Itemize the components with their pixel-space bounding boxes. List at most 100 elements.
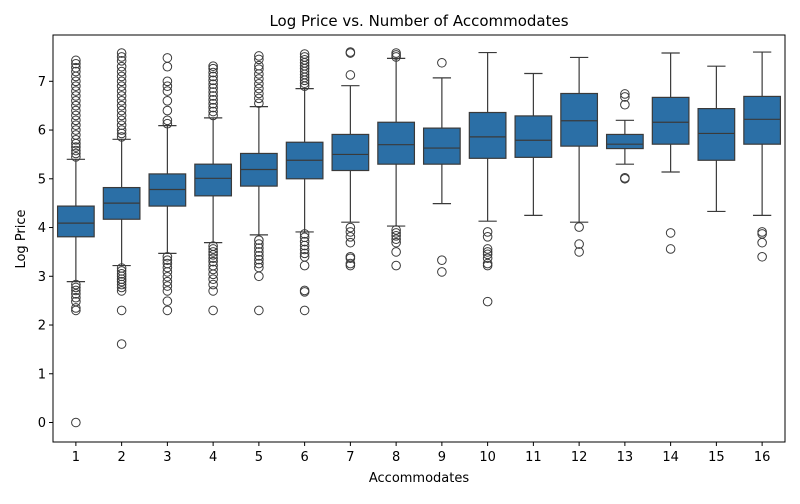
- outlier-point: [620, 99, 630, 110]
- outlier-point: [345, 237, 356, 248]
- plot-area: [56, 47, 782, 428]
- outlier-point: [299, 244, 310, 255]
- outlier-point: [254, 74, 264, 84]
- box-iqr: [697, 108, 736, 161]
- outlier-point: [254, 93, 264, 104]
- outlier-point: [71, 91, 81, 101]
- outlier-point: [437, 255, 447, 265]
- outlier-point: [71, 289, 81, 299]
- outlier-point: [208, 98, 218, 109]
- outlier-point: [345, 231, 356, 242]
- outlier-point: [71, 105, 81, 116]
- outlier-point: [71, 292, 81, 303]
- outlier-point: [208, 95, 218, 105]
- outlier-point: [71, 81, 81, 91]
- outlier-point: [71, 76, 81, 87]
- outlier-point: [391, 231, 401, 241]
- box-group-6: [285, 49, 324, 316]
- outlier-point: [71, 86, 81, 96]
- outlier-point: [391, 260, 401, 271]
- box-group-9: [422, 57, 461, 277]
- outlier-point: [71, 296, 81, 307]
- outlier-point: [254, 88, 264, 99]
- outlier-point: [208, 260, 218, 271]
- outlier-point: [757, 251, 767, 262]
- outlier-point: [116, 61, 127, 72]
- outlier-point: [116, 132, 127, 142]
- box-iqr: [514, 115, 553, 158]
- box-group-16: [743, 51, 782, 262]
- outlier-point: [208, 274, 218, 285]
- outlier-point: [391, 225, 401, 235]
- outlier-point: [162, 76, 173, 87]
- outlier-point: [254, 98, 264, 109]
- outlier-point: [162, 255, 173, 265]
- outlier-point: [254, 262, 264, 273]
- outlier-point: [299, 232, 310, 243]
- outlier-point: [208, 106, 218, 117]
- outlier-point: [71, 148, 81, 159]
- outlier-point: [116, 96, 127, 106]
- outlier-point: [254, 239, 264, 249]
- y-tick-label: 1: [38, 367, 46, 382]
- x-tick-label: 10: [479, 450, 496, 465]
- outlier-point: [254, 83, 264, 94]
- outlier-point: [574, 247, 584, 257]
- outlier-point: [757, 229, 767, 239]
- outlier-point: [71, 279, 81, 290]
- outlier-point: [299, 305, 310, 316]
- outlier-point: [71, 417, 81, 428]
- chart-title: Log Price vs. Number of Accommodates: [269, 12, 568, 30]
- outlier-point: [482, 247, 493, 257]
- x-tick-label: 13: [617, 450, 634, 465]
- outlier-point: [208, 71, 218, 82]
- outlier-point: [116, 105, 127, 116]
- outlier-point: [71, 115, 81, 126]
- outlier-point: [391, 234, 401, 245]
- outlier-point: [116, 305, 127, 316]
- outlier-point: [345, 251, 356, 262]
- box-iqr: [651, 96, 690, 145]
- outlier-point: [208, 110, 218, 121]
- outlier-point: [254, 51, 264, 61]
- outlier-point: [116, 48, 127, 58]
- outlier-point: [254, 78, 264, 89]
- outlier-point: [162, 262, 173, 273]
- outlier-point: [208, 67, 218, 78]
- outlier-point: [116, 263, 127, 273]
- outlier-point: [620, 92, 630, 102]
- outlier-point: [116, 100, 127, 111]
- outlier-point: [162, 258, 173, 269]
- box-iqr: [422, 127, 461, 165]
- box-iqr: [56, 205, 95, 238]
- outlier-point: [299, 236, 310, 247]
- box-group-11: [514, 72, 553, 216]
- outlier-point: [299, 251, 310, 262]
- outlier-point: [71, 142, 81, 152]
- outlier-point: [208, 253, 218, 264]
- outlier-point: [116, 115, 127, 126]
- outlier-point: [116, 269, 127, 279]
- outlier-point: [574, 222, 584, 232]
- y-tick-label: 3: [38, 270, 46, 285]
- outlier-point: [71, 120, 81, 130]
- outlier-point: [71, 62, 81, 73]
- outlier-point: [116, 66, 127, 77]
- outlier-point: [162, 61, 173, 72]
- outlier-point: [116, 81, 127, 91]
- outlier-point: [254, 60, 264, 71]
- outlier-point: [254, 247, 264, 257]
- box-iqr: [743, 95, 782, 145]
- outlier-point: [757, 237, 767, 248]
- y-tick-label: 2: [38, 319, 46, 334]
- outlier-point: [665, 228, 676, 238]
- outlier-point: [162, 105, 173, 116]
- outlier-point: [162, 286, 173, 296]
- box-group-5: [239, 51, 278, 316]
- x-tick-label: 4: [209, 450, 217, 465]
- outlier-point: [254, 251, 264, 261]
- plot-frame: [52, 34, 786, 443]
